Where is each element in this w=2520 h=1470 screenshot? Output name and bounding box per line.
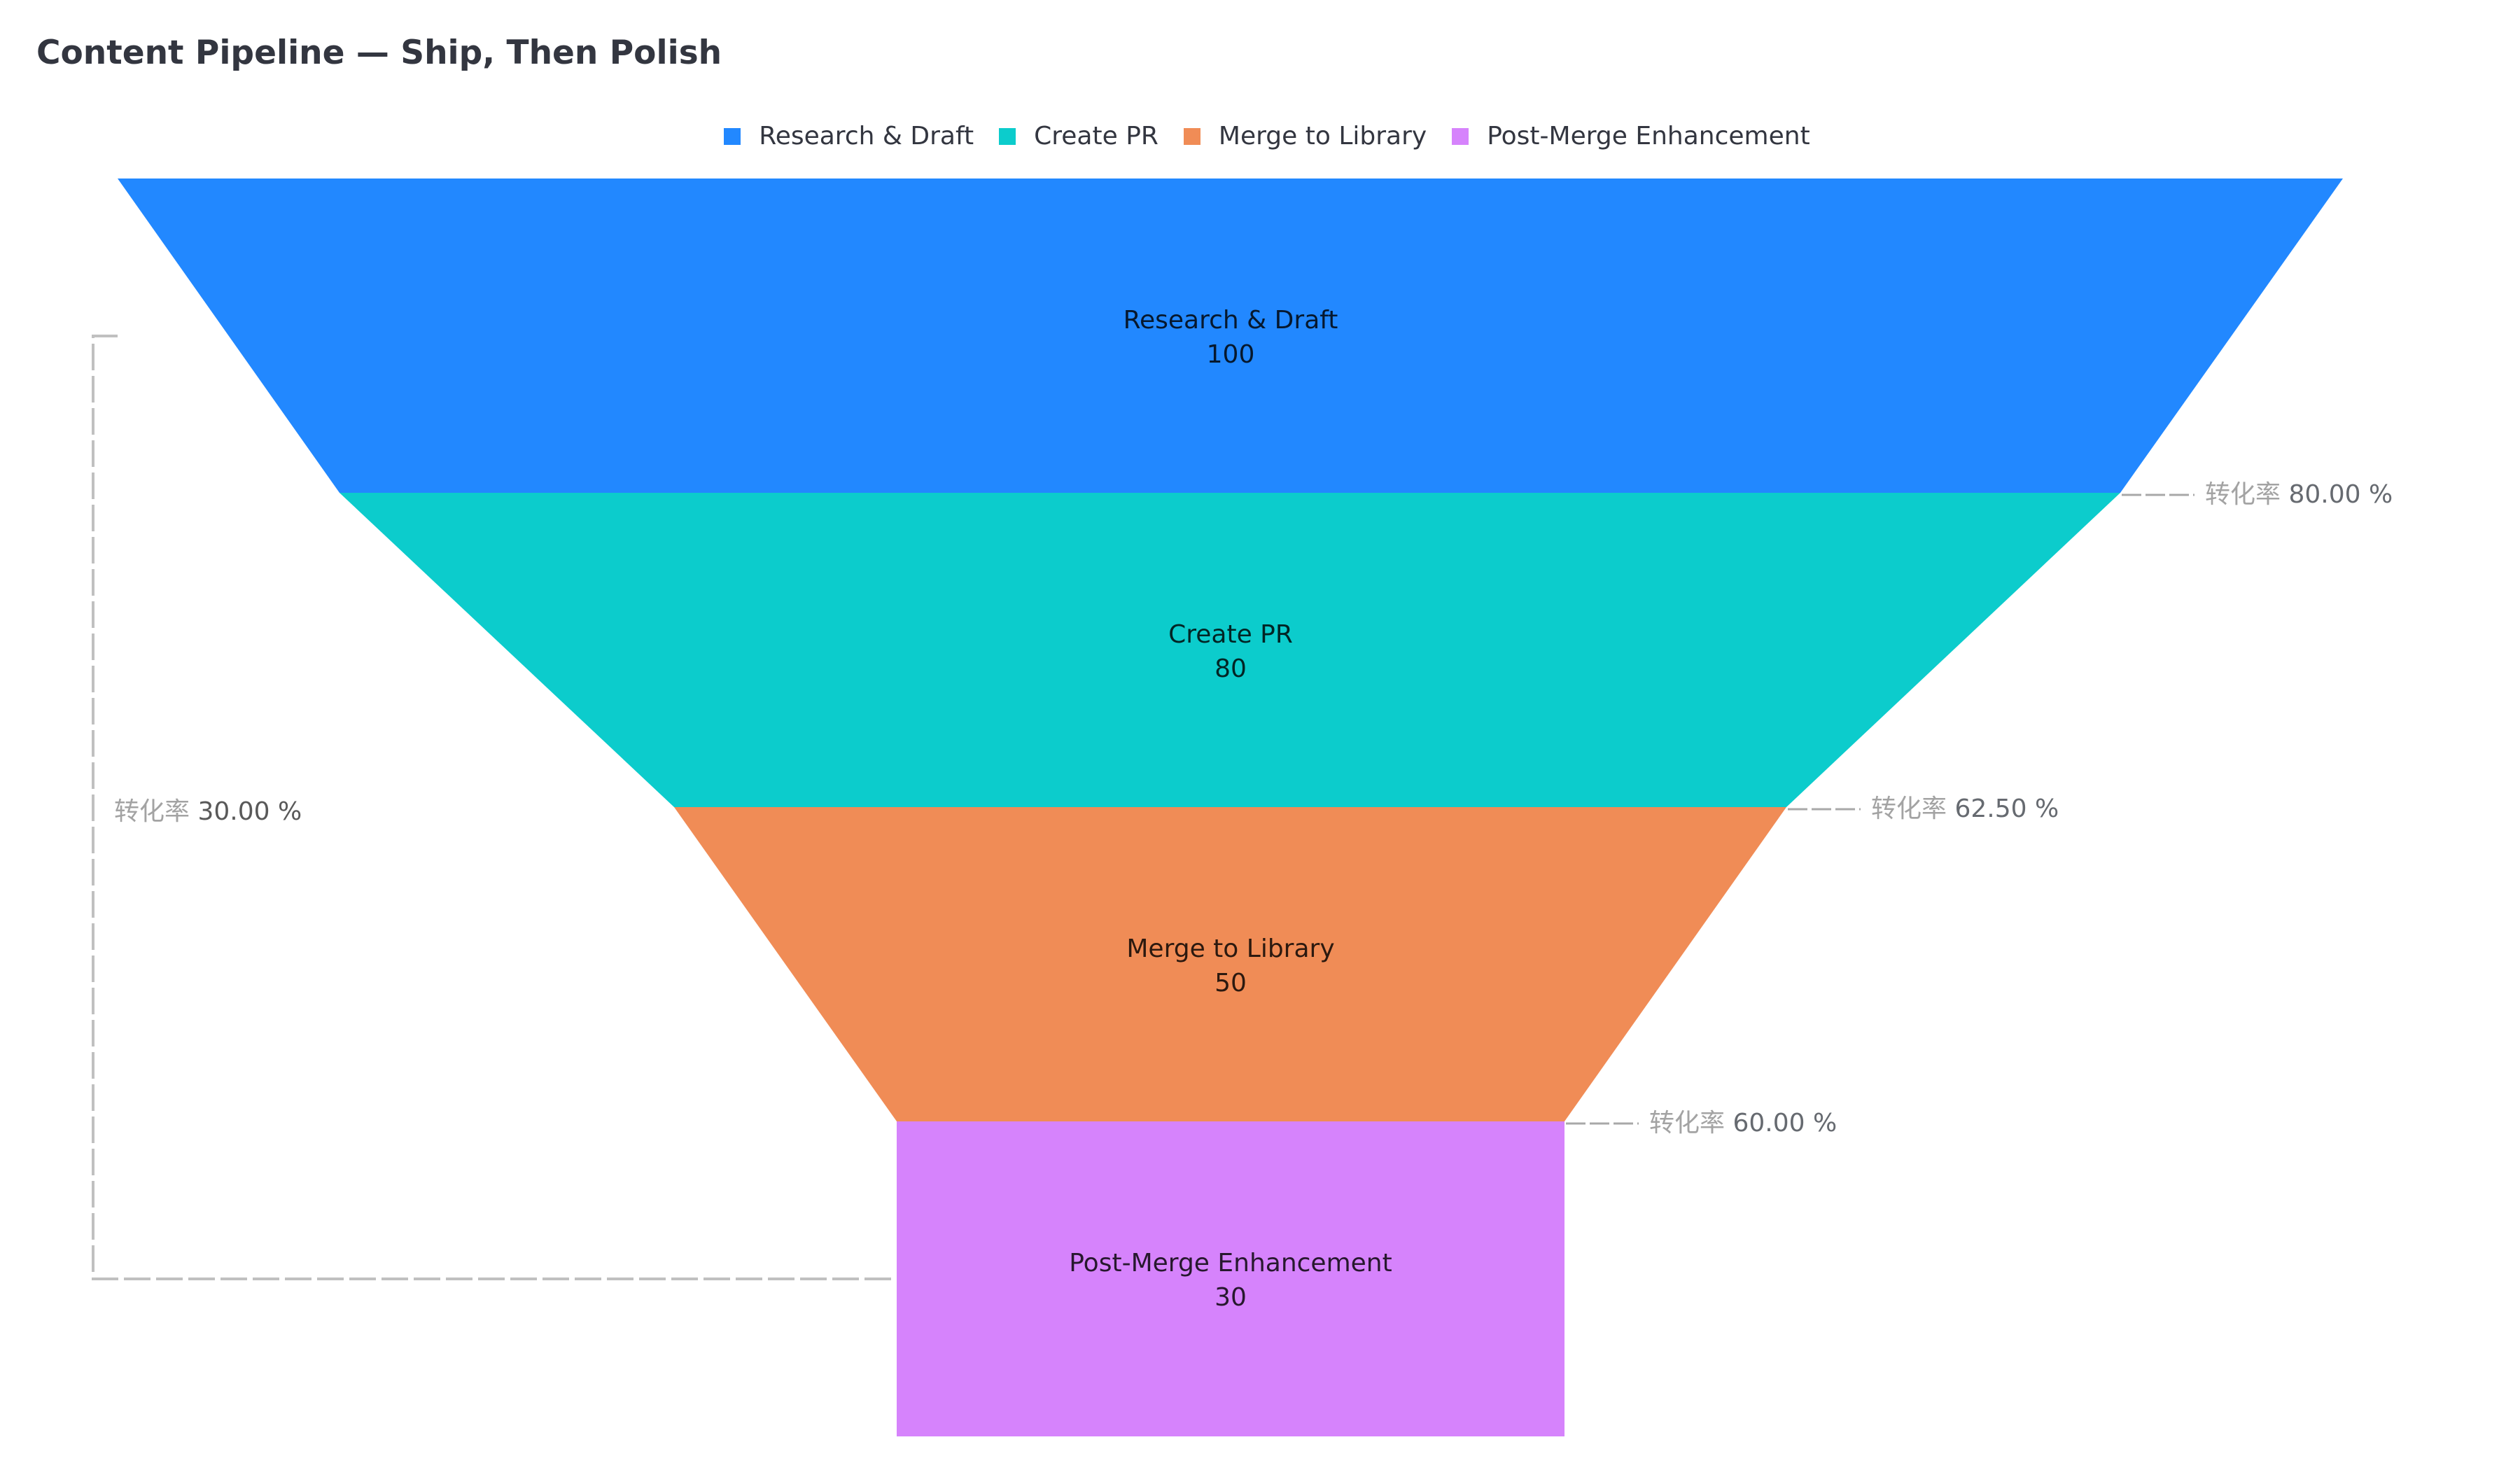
legend-swatch-icon — [1183, 127, 1200, 145]
conversion-rate-3: 转化率 60.00 % — [1649, 1110, 1837, 1138]
overall-conversion-rate: 转化率 30.00 % — [114, 798, 302, 826]
segment-name: Merge to Library — [1126, 934, 1335, 963]
legend-swatch-icon — [724, 127, 741, 145]
legend-item-research-draft[interactable]: Research & Draft — [724, 122, 974, 150]
conversion-value: 62.50 % — [1954, 794, 2059, 823]
legend-label: Research & Draft — [759, 122, 974, 150]
legend-label: Post-Merge Enhancement — [1487, 122, 1810, 150]
segment-value: 50 — [1214, 969, 1247, 997]
segment-name: Research & Draft — [1123, 306, 1338, 335]
segment-label-post-merge-enhancement: Post-Merge Enhancement 30 — [881, 1246, 1581, 1315]
conversion-key: 转化率 — [1649, 1109, 1726, 1138]
segment-name: Post-Merge Enhancement — [1069, 1249, 1392, 1278]
conversion-key: 转化率 — [2205, 480, 2281, 509]
overall-conversion-bracket — [92, 335, 897, 1280]
funnel-segment-research-draft[interactable] — [118, 178, 2343, 493]
legend-swatch-icon — [1452, 127, 1469, 145]
legend: Research & Draft Create PR Merge to Libr… — [0, 122, 2520, 150]
legend-swatch-icon — [999, 127, 1016, 145]
conversion-value: 60.00 % — [1732, 1109, 1837, 1138]
legend-item-merge-to-library[interactable]: Merge to Library — [1183, 122, 1427, 150]
segment-label-research-draft: Research & Draft 100 — [881, 303, 1581, 372]
segment-value: 100 — [1206, 340, 1255, 369]
funnel-segment-post-merge-enhancement[interactable] — [897, 1121, 1564, 1436]
segment-value: 80 — [1214, 654, 1247, 683]
legend-item-create-pr[interactable]: Create PR — [999, 122, 1158, 150]
legend-label: Merge to Library — [1218, 122, 1427, 150]
conversion-key: 转化率 — [114, 797, 190, 826]
conversion-rate-1: 转化率 80.00 % — [2205, 481, 2393, 509]
conversion-value: 80.00 % — [2288, 480, 2393, 509]
conversion-value: 30.00 % — [197, 797, 302, 826]
chart-title: Content Pipeline — Ship, Then Polish — [36, 34, 722, 72]
segment-label-merge-to-library: Merge to Library 50 — [881, 932, 1581, 1000]
funnel-segment-merge-to-library[interactable] — [674, 807, 1786, 1121]
legend-label: Create PR — [1034, 122, 1158, 150]
funnel-segment-create-pr[interactable] — [340, 493, 2120, 807]
segment-label-create-pr: Create PR 80 — [881, 617, 1581, 686]
conversion-rate-2: 转化率 62.50 % — [1871, 795, 2059, 823]
legend-item-post-merge-enhancement[interactable]: Post-Merge Enhancement — [1452, 122, 1810, 150]
segment-value: 30 — [1214, 1283, 1247, 1312]
conversion-key: 转化率 — [1871, 794, 1947, 823]
segment-name: Create PR — [1168, 620, 1293, 649]
